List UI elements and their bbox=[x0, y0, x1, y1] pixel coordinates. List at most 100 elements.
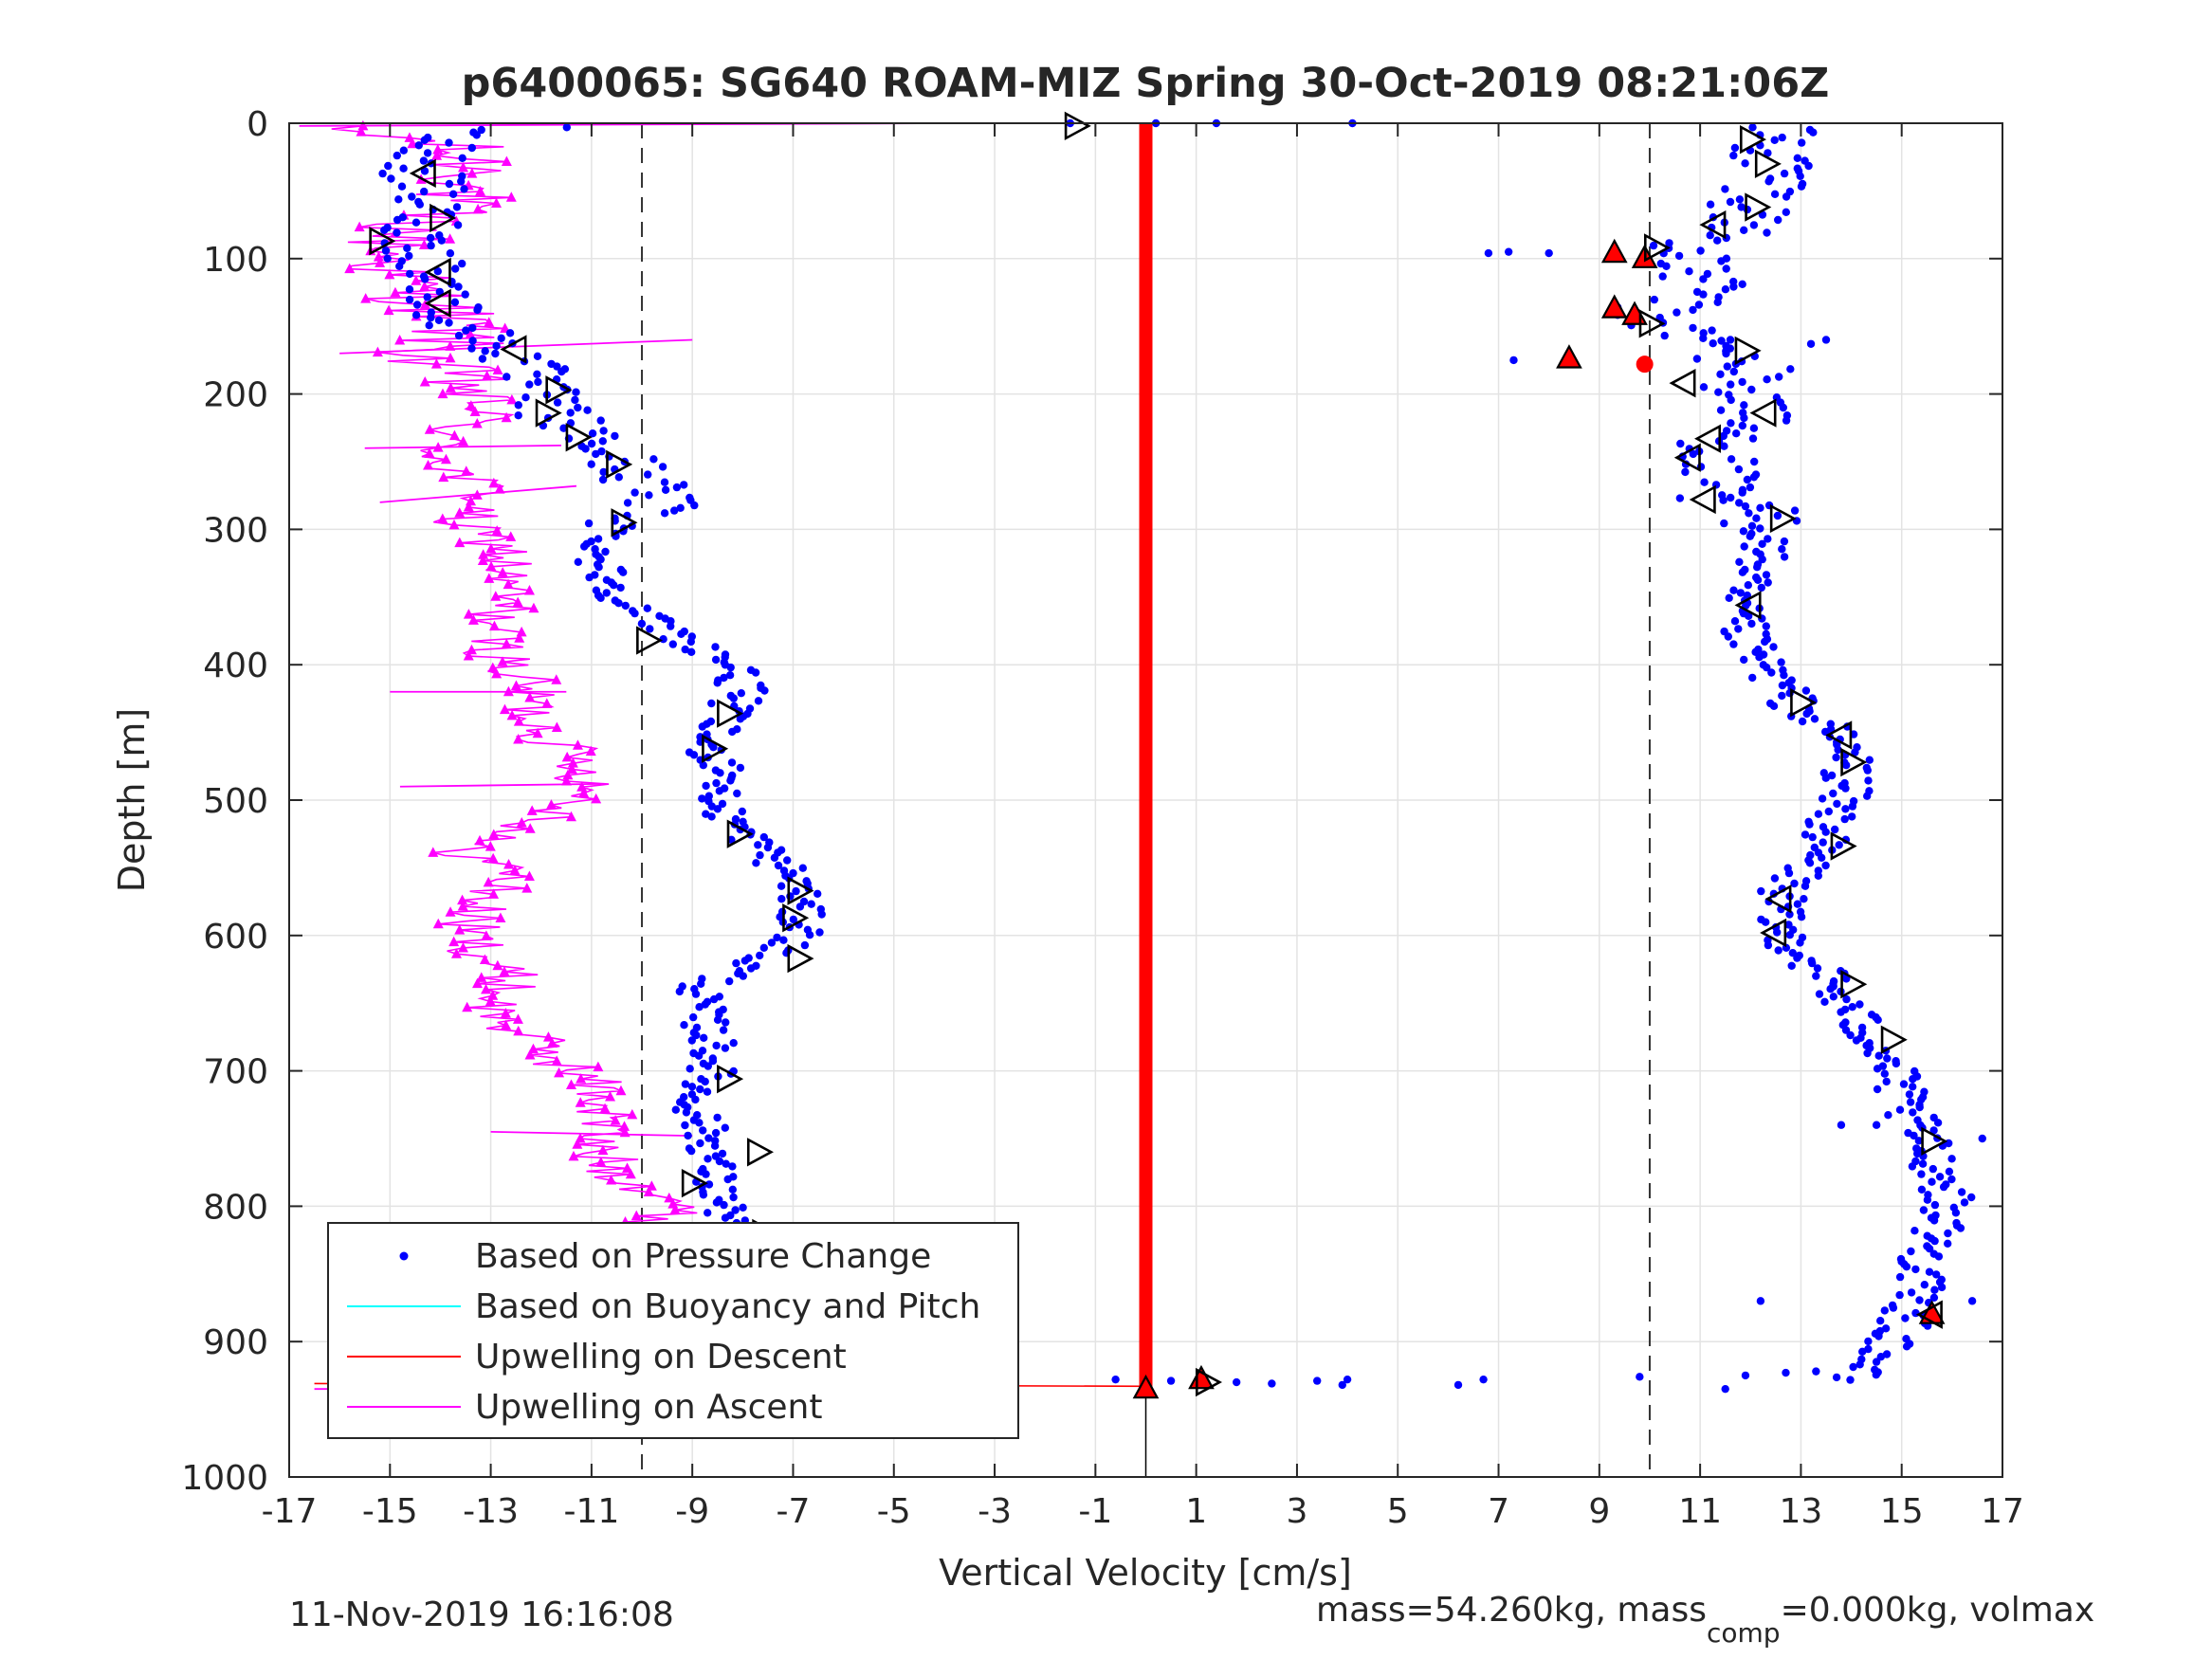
pressure-point bbox=[1880, 1306, 1890, 1315]
ascent-marker bbox=[523, 584, 535, 595]
x-tick-label: 15 bbox=[1880, 1492, 1924, 1531]
ascent-marker bbox=[482, 370, 493, 381]
pressure-point bbox=[1658, 272, 1667, 281]
pressure-point bbox=[1956, 1224, 1965, 1232]
pressure-point bbox=[1699, 290, 1708, 299]
pressure-point bbox=[381, 246, 391, 255]
pressure-point bbox=[1909, 1108, 1917, 1117]
ascent-marker bbox=[432, 442, 444, 452]
pressure-point bbox=[1821, 828, 1830, 836]
pressure-point bbox=[1928, 1177, 1936, 1186]
pressure-point bbox=[1649, 241, 1658, 250]
pressure-point bbox=[1908, 1162, 1917, 1171]
pressure-point bbox=[667, 622, 675, 630]
pressure-point bbox=[448, 190, 458, 198]
pressure-point bbox=[584, 519, 594, 528]
pressure-point bbox=[687, 647, 696, 656]
pressure-point bbox=[1801, 830, 1810, 839]
pressure-point bbox=[598, 475, 608, 484]
pressure-point bbox=[514, 401, 522, 410]
pressure-point bbox=[1545, 248, 1553, 258]
pressure-point bbox=[1911, 1308, 1920, 1318]
pressure-point bbox=[1660, 331, 1669, 340]
pressure-point bbox=[1782, 1368, 1790, 1377]
pressure-point bbox=[1726, 197, 1735, 207]
pressure-point bbox=[1719, 496, 1728, 504]
right-triangle-marker bbox=[1745, 192, 1772, 222]
pressure-point bbox=[1740, 226, 1748, 234]
pressure-point bbox=[1829, 789, 1837, 798]
ascent-marker bbox=[567, 757, 578, 768]
pressure-point bbox=[1762, 918, 1770, 926]
pressure-point bbox=[378, 169, 387, 178]
pressure-point bbox=[1748, 673, 1757, 683]
pressure-point bbox=[1780, 553, 1789, 561]
pressure-point bbox=[1721, 1384, 1729, 1394]
pressure-point bbox=[1863, 792, 1872, 800]
pressure-point bbox=[1815, 990, 1824, 998]
pressure-point bbox=[437, 236, 446, 245]
pressure-point bbox=[1892, 1059, 1901, 1068]
pressure-point bbox=[1848, 802, 1857, 811]
pressure-point bbox=[468, 323, 477, 333]
pressure-point bbox=[681, 645, 689, 654]
pressure-point bbox=[415, 200, 424, 209]
ascent-marker bbox=[524, 823, 536, 833]
x-tick-label: 17 bbox=[1981, 1492, 2024, 1531]
ascent-marker bbox=[509, 865, 521, 875]
left-triangle-marker bbox=[1694, 424, 1722, 453]
pressure-point bbox=[646, 625, 654, 633]
pressure-point bbox=[671, 1105, 680, 1114]
pressure-point bbox=[710, 1141, 720, 1150]
pressure-point bbox=[767, 939, 777, 947]
pressure-point bbox=[1907, 1247, 1915, 1256]
ascent-marker bbox=[484, 573, 495, 583]
pressure-point bbox=[1929, 1164, 1938, 1174]
right-triangle-marker bbox=[545, 375, 573, 405]
right-triangle-marker bbox=[1880, 1025, 1908, 1054]
right-triangle-marker bbox=[726, 819, 754, 848]
ascent-marker bbox=[664, 1192, 675, 1203]
pressure-point bbox=[534, 377, 542, 387]
y-tick-label: 100 bbox=[203, 241, 268, 280]
pressure-point bbox=[423, 149, 432, 157]
y-tick-label: 900 bbox=[203, 1323, 268, 1362]
pressure-point bbox=[1793, 154, 1802, 162]
pressure-point bbox=[1734, 465, 1744, 474]
pressure-point bbox=[1840, 814, 1849, 824]
right-triangle-marker bbox=[702, 734, 729, 763]
pressure-point bbox=[1713, 298, 1722, 306]
ascent-marker bbox=[593, 1061, 604, 1072]
pressure-point bbox=[1821, 336, 1831, 344]
ascent-marker bbox=[373, 251, 384, 262]
pressure-point bbox=[601, 547, 610, 556]
descent-marker bbox=[1188, 1364, 1215, 1390]
pressure-point bbox=[405, 295, 414, 304]
pressure-point bbox=[1905, 1090, 1914, 1099]
y-tick-label: 0 bbox=[247, 105, 268, 144]
pressure-point bbox=[702, 1170, 710, 1178]
pressure-point bbox=[723, 1175, 732, 1184]
pressure-point bbox=[619, 568, 628, 576]
pressure-point bbox=[1706, 200, 1715, 209]
pressure-point bbox=[1852, 1036, 1861, 1045]
ascent-spike-6 bbox=[490, 1130, 693, 1138]
pressure-point bbox=[698, 722, 706, 731]
pressure-point bbox=[1933, 1119, 1943, 1127]
ascent-marker bbox=[466, 168, 478, 178]
ascent-marker bbox=[481, 930, 492, 940]
pressure-point bbox=[405, 251, 413, 261]
pressure-point bbox=[1856, 1000, 1864, 1009]
ascent-marker bbox=[492, 959, 503, 971]
pressure-point bbox=[1842, 994, 1851, 1004]
pressure-point bbox=[1723, 362, 1732, 371]
pressure-point bbox=[1763, 228, 1771, 237]
pressure-point bbox=[712, 1041, 721, 1050]
pressure-point bbox=[394, 195, 403, 204]
pressure-point bbox=[1846, 1030, 1855, 1040]
footer-mass: mass=54.260kg, masscomp=0.000kg, volmax bbox=[1316, 1591, 2094, 1649]
pressure-point bbox=[1741, 501, 1750, 511]
pressure-point bbox=[689, 751, 699, 759]
pressure-point bbox=[699, 1126, 707, 1135]
pressure-point bbox=[1960, 1198, 1969, 1207]
